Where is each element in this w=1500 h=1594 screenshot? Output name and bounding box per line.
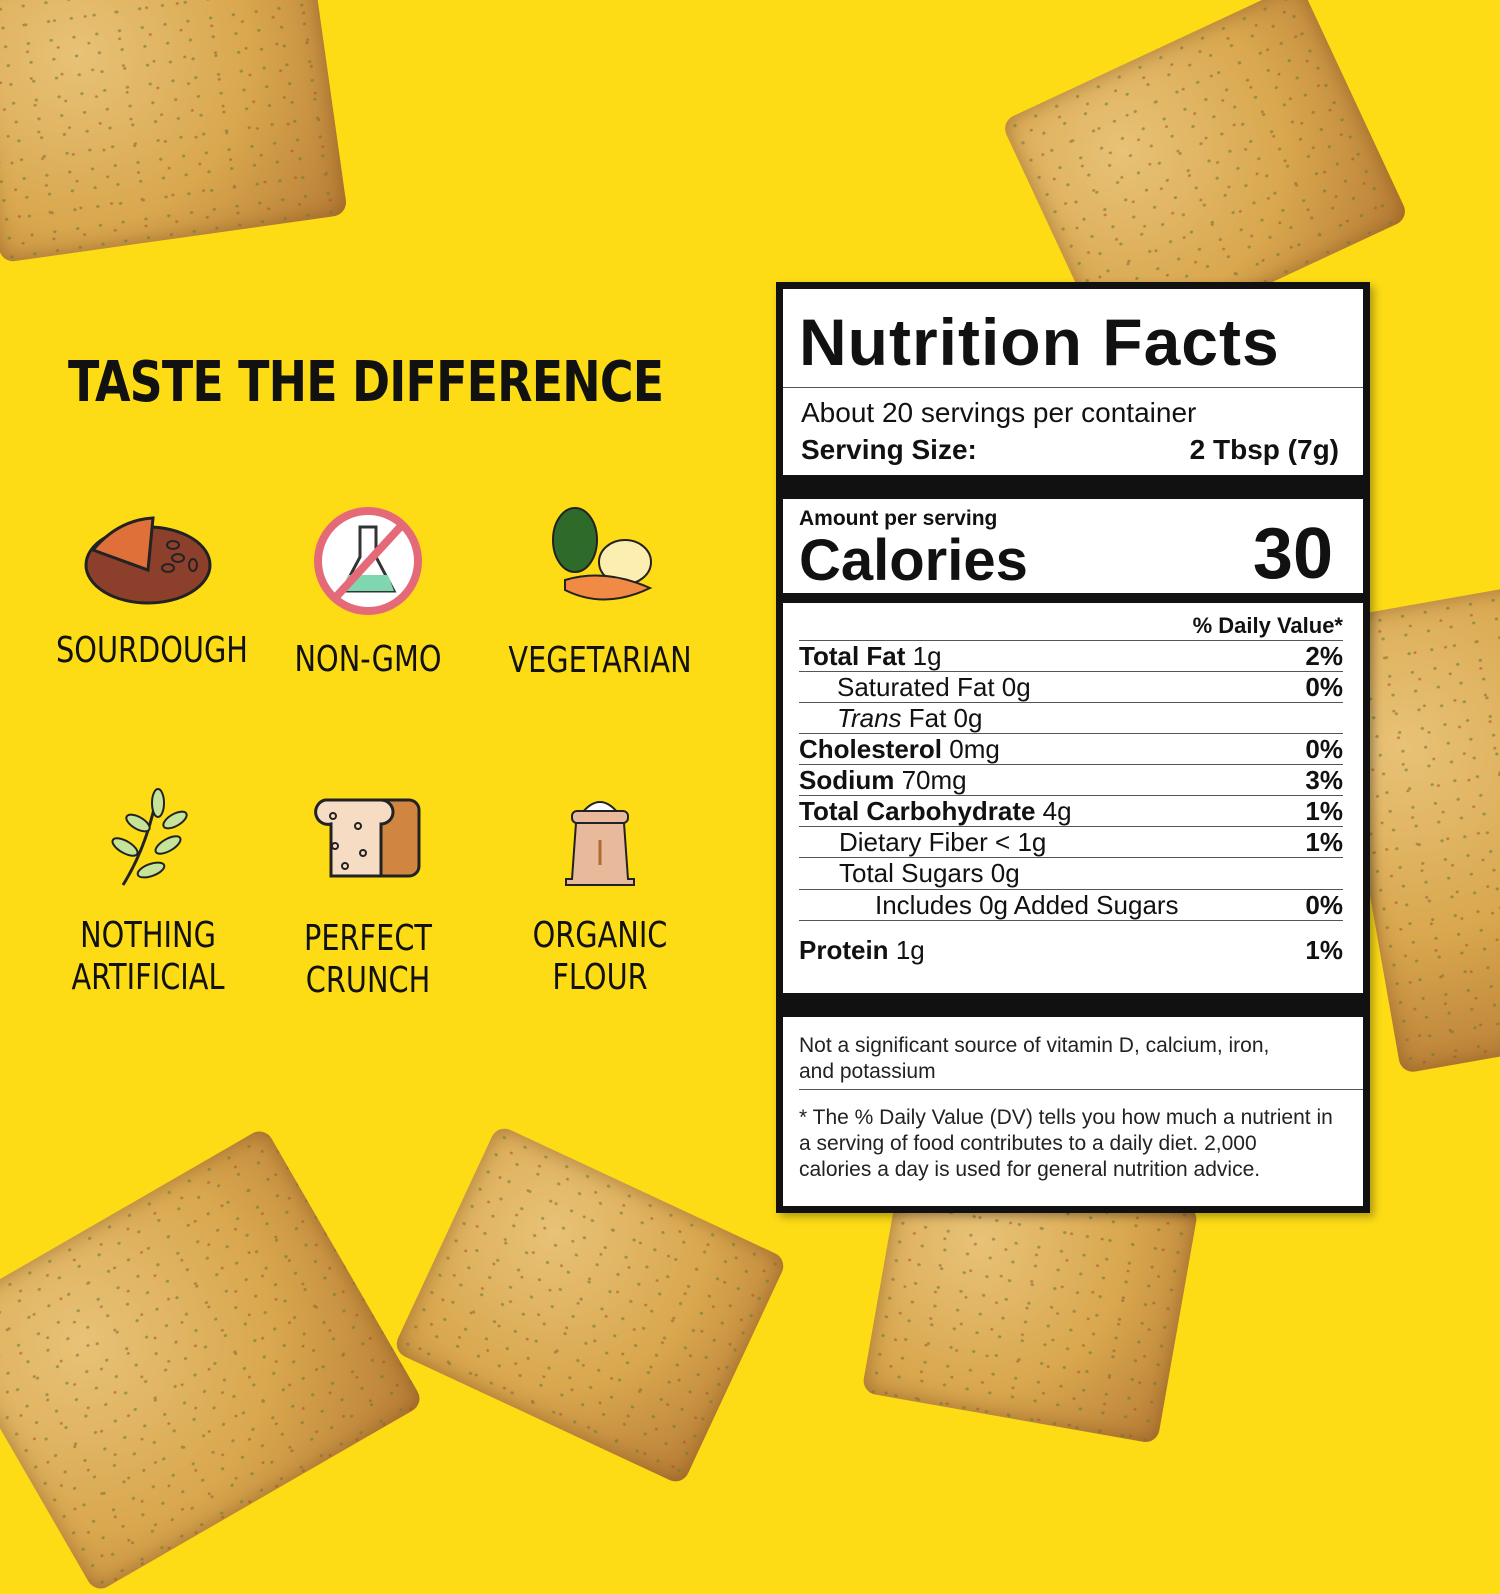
nutrient-dv: 0% [1305,890,1343,920]
leaf-branch-icon [111,788,188,886]
nutrient-dv: 3% [1305,765,1343,795]
nutrient-name: Total Carbohydrate [799,796,1036,826]
feature-sourdough: SOURDOUGH [33,510,263,672]
feature-perfect-crunch: PERFECT CRUNCH [253,798,483,1002]
feature-nothing-artificial: NOTHING ARTIFICIAL [33,785,263,999]
nutrient-dv: 0% [1305,672,1343,702]
nutrient-name: Dietary Fiber < 1g [839,827,1047,857]
nutrient-row: Total Carbohydrate 4g 1% [799,795,1343,826]
nutrient-row: Trans Fat 0g [799,702,1343,733]
nutrient-row: Saturated Fat 0g 0% [799,671,1343,702]
nutrient-name: Saturated Fat 0g [837,672,1031,702]
crouton-image [392,1124,788,1486]
headline: TASTE THE DIFFERENCE [68,350,664,415]
bread-slice-icon [314,798,421,878]
nutrient-row: Total Fat 1g 2% [799,640,1343,671]
label-line: PERFECT [303,918,433,959]
nutrient-row: Total Sugars 0g [799,857,1343,888]
serving-size-value: 2 Tbsp (7g) [1189,434,1339,465]
vitamins-note: Not a significant source of vitamin D, c… [799,1034,1270,1083]
nutrient-amount: 70mg [901,765,967,795]
nutrient-row: Dietary Fiber < 1g 1% [799,826,1343,857]
daily-value-footnote: * The % Daily Value (DV) tells you how m… [799,1106,1333,1181]
serving-size-label: Serving Size: [801,434,977,465]
feature-vegetarian: VEGETARIAN [485,500,715,682]
feature-label: SOURDOUGH [56,630,248,671]
crouton-image [0,1126,425,1594]
calories-value: 30 [1252,514,1333,594]
feature-label: VEGETARIAN [508,640,692,681]
feature-organic-flour: ORGANIC FLOUR [485,795,715,999]
daily-value-header: % Daily Value* [1192,613,1343,638]
servings-per-container: About 20 servings per container [801,397,1197,428]
nutrient-name: Total Sugars 0g [839,858,1020,888]
nutrient-dv: 1% [1305,827,1343,857]
nutrient-name: Includes 0g Added Sugars [875,890,1179,920]
nutrient-row: Includes 0g Added Sugars 0% [799,889,1343,920]
crouton-image [0,0,348,263]
nutrient-name: Total Fat [799,641,906,671]
flour-sack-icon [565,801,635,886]
feature-label: NON-GMO [294,639,442,680]
vegetables-icon [552,507,653,601]
nutrient-dv: 1% [1305,796,1343,826]
no-gmo-flask-icon [314,507,422,615]
nutrition-facts-label: Nutrition Facts About 20 servings per co… [776,282,1370,1213]
nutrient-amount: Fat 0g [908,703,983,733]
label-line: ARTIFICIAL [71,957,225,998]
nutrient-amount: 1g [895,935,925,965]
nutrient-name: Trans [837,703,902,733]
label-line: FLOUR [552,957,648,998]
label-line: ORGANIC [532,915,668,956]
nutrient-amount: 1g [912,641,942,671]
nutrient-row: Protein 1g 1% [799,920,1343,978]
nutrient-amount: 0mg [949,734,1000,764]
nutrient-dv: 0% [1305,734,1343,764]
feature-label: NOTHING ARTIFICIAL [56,915,240,999]
nutrient-name: Sodium [799,765,895,795]
nutrient-row: Cholesterol 0mg 0% [799,733,1343,764]
nutrient-row: Sodium 70mg 3% [799,764,1343,795]
label-line: NOTHING [80,915,216,956]
amount-per-serving: Amount per serving [799,507,998,530]
calories-label: Calories [799,528,1028,593]
nutrient-name: Cholesterol [799,734,943,764]
feature-label: ORGANIC FLOUR [508,915,692,999]
nutrient-name: Protein [799,935,889,965]
feature-non-gmo: NON-GMO [253,505,483,681]
nutrition-title: Nutrition Facts [799,305,1280,379]
sourdough-bread-icon [84,516,212,605]
label-line: CRUNCH [305,960,431,1001]
feature-label: PERFECT CRUNCH [276,918,460,1002]
nutrient-amount: 4g [1042,796,1072,826]
nutrient-dv: 1% [1305,935,1343,965]
nutrient-dv: 2% [1305,641,1343,671]
